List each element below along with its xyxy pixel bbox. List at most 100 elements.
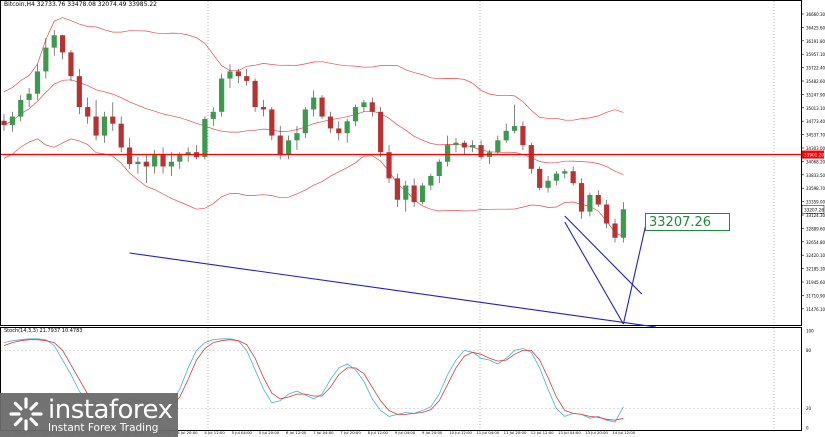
candle-body [578, 183, 585, 212]
instaforex-mark-icon [9, 397, 43, 431]
candle-body [478, 145, 484, 157]
candle-body [311, 97, 317, 110]
candle-body [126, 147, 133, 165]
candle-body [269, 109, 275, 136]
time-label: 9 Jul 04:00 [395, 430, 416, 435]
price-tick-label: 36660.30 [806, 12, 825, 17]
candle-body [570, 171, 576, 184]
candle-body [470, 145, 476, 148]
time-label: 8 Jul 12:00 [368, 430, 389, 435]
candle-body [43, 47, 49, 72]
candle-body [227, 71, 233, 79]
candle-body [260, 107, 267, 110]
logo-tagline: Instant Forex Trading [48, 422, 159, 434]
oscillator-axis: 100 80 20 0 [806, 329, 814, 431]
candle-body [85, 107, 91, 117]
osc-tick-label: 100 [806, 329, 814, 334]
price-tick-label: 32889.60 [806, 226, 825, 231]
candle-body [445, 145, 451, 162]
price-tick-label: 34537.70 [806, 133, 825, 138]
candle-body [394, 178, 400, 200]
price-panel [0, 0, 802, 326]
price-tick-label: 35722.40 [806, 66, 825, 71]
price-tick-label: 32420.10 [806, 253, 825, 258]
candle-body [361, 102, 367, 108]
time-label: 11 Jul 04:00 [476, 430, 499, 435]
price-tick-label: 35247.90 [806, 92, 825, 97]
price-callout: 33207.26 [645, 213, 730, 231]
candle-body [336, 128, 342, 134]
candle-body [403, 185, 409, 200]
time-label: 6 Jul 12:00 [286, 430, 307, 435]
osc-tick-label: 20 [806, 406, 812, 411]
candle-body [520, 126, 526, 146]
candle-body [285, 140, 292, 155]
candle-body [34, 71, 41, 94]
price-tick-label: 34068.20 [806, 159, 825, 164]
time-label: 13 Jul 04:00 [558, 430, 581, 435]
candle-body [118, 123, 124, 148]
grid-lines [207, 1, 775, 430]
candle-body [277, 135, 283, 155]
candle-body [244, 76, 250, 81]
oscillator-title: Stoch(14,3,3) 21.7937 10.4783 [4, 328, 83, 334]
candle-body [26, 93, 32, 100]
candle-body [319, 97, 325, 117]
candle-body [436, 161, 442, 176]
wedge-upper-line [564, 215, 643, 295]
price-tick-label: 33359.00 [806, 200, 825, 205]
osc-tick-label: 0 [806, 426, 809, 431]
candle-body [18, 99, 24, 117]
candle-body [386, 152, 392, 179]
candle-body [202, 118, 208, 157]
candle-body [453, 142, 459, 146]
candle-body [612, 223, 618, 238]
candle-body [511, 126, 518, 131]
logo-name: instaforex [48, 395, 173, 425]
price-tick-label: 36425.60 [806, 25, 825, 30]
price-tick-label: 35013.10 [806, 106, 825, 111]
candle-body [252, 80, 258, 108]
candle-body [93, 116, 99, 136]
current-price-box [801, 205, 825, 214]
price-tick-label: 31476.10 [806, 307, 825, 312]
price-tick-label: 33598.70 [806, 186, 825, 191]
price-tick-label: 36191.80 [806, 39, 825, 44]
price-tick-label: 33124.30 [806, 213, 825, 218]
candle-body [553, 173, 560, 181]
candle-body [495, 140, 501, 153]
candle-body [168, 161, 174, 167]
candle-body [428, 175, 434, 186]
level-tag-box [802, 150, 824, 159]
bollinger-upper [3, 17, 624, 121]
candle-body [461, 142, 467, 148]
candle-body [59, 35, 66, 53]
candle-body [545, 180, 551, 188]
candle-body [152, 154, 158, 167]
candle-body [378, 111, 384, 153]
time-label: 9 Jul 20:00 [422, 430, 443, 435]
descending-trendline [129, 252, 657, 328]
candle-body [210, 111, 216, 119]
candle-body [219, 78, 225, 112]
candle-body [177, 154, 183, 162]
candle-body [160, 154, 166, 167]
candle-body [620, 209, 626, 238]
candles [1, 30, 626, 243]
candle-body [419, 185, 426, 203]
candle-body [110, 116, 116, 124]
candle-body [327, 116, 334, 129]
wedge-lower-line [564, 221, 624, 325]
candle-body [352, 107, 359, 122]
candle-body [135, 161, 141, 165]
candle-body [344, 121, 350, 134]
price-tick-label: 31710.90 [806, 293, 825, 298]
time-label: 10 Jul 12:00 [449, 430, 472, 435]
candle-body [604, 204, 610, 224]
levels: 33901.20 33207.26 [1, 150, 825, 328]
candle-body [235, 71, 241, 77]
bollinger-middle [3, 79, 624, 175]
time-label: 7 Jul 04:00 [313, 430, 334, 435]
osc-tick-label: 80 [806, 348, 812, 353]
chart-title: Bitcoin,H4 32733.76 33478.08 32074.49 33… [4, 1, 157, 8]
